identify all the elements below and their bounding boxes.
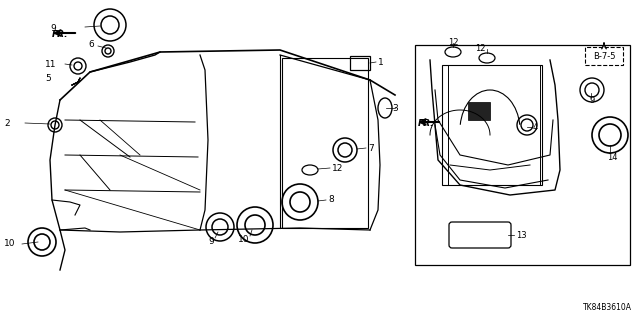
Text: 3: 3	[392, 103, 397, 113]
Bar	[282, 58, 368, 228]
Bar	[415, 45, 630, 265]
Text: 7: 7	[368, 143, 374, 153]
Text: 11: 11	[45, 60, 56, 68]
Text: 8: 8	[328, 196, 333, 204]
Text: 6: 6	[88, 39, 93, 49]
Text: 14: 14	[607, 153, 618, 162]
Text: 10: 10	[4, 239, 15, 249]
Text: 12: 12	[332, 164, 344, 172]
Text: B-7-5: B-7-5	[593, 52, 615, 60]
Bar	[442, 65, 542, 185]
Text: 4: 4	[533, 123, 538, 132]
Bar	[585, 47, 623, 65]
Text: 1: 1	[378, 58, 384, 67]
Text: 9: 9	[590, 95, 595, 105]
Text: FR.: FR.	[418, 119, 435, 128]
Text: 9: 9	[50, 23, 56, 33]
Text: 12: 12	[448, 37, 458, 46]
Text: FR.: FR.	[52, 30, 68, 39]
Text: 9: 9	[208, 237, 214, 246]
Bar	[350, 56, 370, 70]
Text: 5: 5	[45, 74, 51, 83]
Text: 2: 2	[4, 118, 10, 127]
Text: TK84B3610A: TK84B3610A	[583, 303, 632, 312]
Text: 10: 10	[238, 236, 250, 244]
Text: 12: 12	[475, 44, 486, 52]
Text: 13: 13	[516, 230, 527, 239]
Bar	[468, 102, 490, 120]
